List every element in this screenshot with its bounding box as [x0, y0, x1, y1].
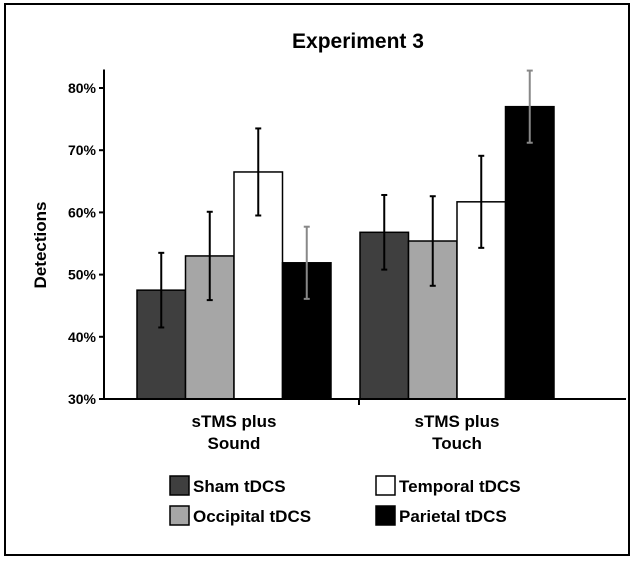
- legend-item: Occipital tDCS: [169, 505, 311, 526]
- error-bars: [158, 69, 533, 329]
- legend: Sham tDCS Occipital tDCS Temporal tDCS Pari…: [169, 475, 521, 526]
- x-category-label: sTMS plus: [414, 412, 499, 431]
- y-tick-label: 30%: [68, 391, 97, 407]
- x-category-label: Sound: [208, 434, 261, 453]
- y-tick-label: 70%: [68, 142, 97, 158]
- error-bar: [429, 195, 436, 287]
- chart-frame: Experiment 3 Detections 30% 40% 50% 60% 70% 8…: [4, 3, 630, 556]
- bar: [504, 105, 555, 400]
- legend-swatch: [375, 505, 396, 526]
- bars: [136, 105, 555, 400]
- y-tick-label: 80%: [68, 80, 97, 96]
- chart-title: Experiment 3: [292, 30, 424, 53]
- legend-item: Parietal tDCS: [375, 505, 507, 526]
- y-tick-label: 60%: [68, 204, 97, 220]
- error-bar: [478, 154, 485, 249]
- x-category-label: sTMS plus: [191, 412, 276, 431]
- error-bar: [206, 210, 213, 302]
- y-tick-label: 40%: [68, 329, 97, 345]
- error-bar: [526, 69, 533, 144]
- y-axis-ticks: 30% 40% 50% 60% 70% 80%: [68, 80, 104, 407]
- category-labels: sTMS plus Sound sTMS plus Touch: [191, 399, 500, 453]
- legend-swatch: [375, 475, 396, 496]
- legend-item: Sham tDCS: [169, 475, 286, 496]
- legend-label: Parietal tDCS: [399, 507, 507, 526]
- legend-swatch: [169, 505, 190, 526]
- error-bar: [381, 193, 388, 271]
- legend-swatch: [169, 475, 190, 496]
- legend-item: Temporal tDCS: [375, 475, 521, 496]
- legend-label: Occipital tDCS: [193, 507, 311, 526]
- error-bar: [158, 251, 165, 329]
- bar-chart: Experiment 3 Detections 30% 40% 50% 60% 70% 8…: [31, 30, 626, 526]
- y-tick-label: 50%: [68, 267, 97, 283]
- y-axis-label: Detections: [31, 202, 50, 289]
- x-category-label: Touch: [432, 434, 482, 453]
- legend-label: Sham tDCS: [193, 477, 286, 496]
- error-bar: [255, 127, 262, 217]
- legend-label: Temporal tDCS: [399, 477, 521, 496]
- error-bar: [303, 225, 310, 300]
